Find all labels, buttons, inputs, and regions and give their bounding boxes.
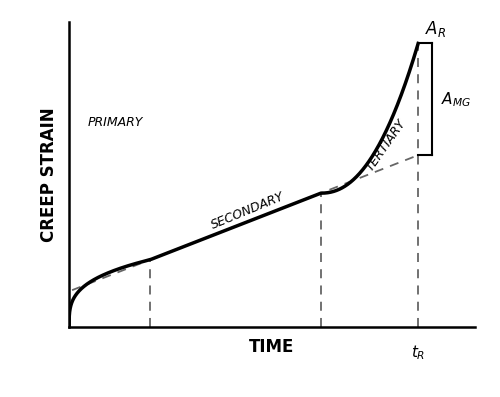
Text: SECONDARY: SECONDARY [209,191,286,232]
Text: $A_{MG}$: $A_{MG}$ [442,90,472,109]
Text: TERTIARY: TERTIARY [363,117,408,173]
Text: $t_R$: $t_R$ [411,343,426,362]
Text: $A_R$: $A_R$ [426,19,446,39]
Y-axis label: CREEP STRAIN: CREEP STRAIN [40,107,58,242]
X-axis label: TIME: TIME [250,338,294,356]
Text: PRIMARY: PRIMARY [88,116,143,129]
